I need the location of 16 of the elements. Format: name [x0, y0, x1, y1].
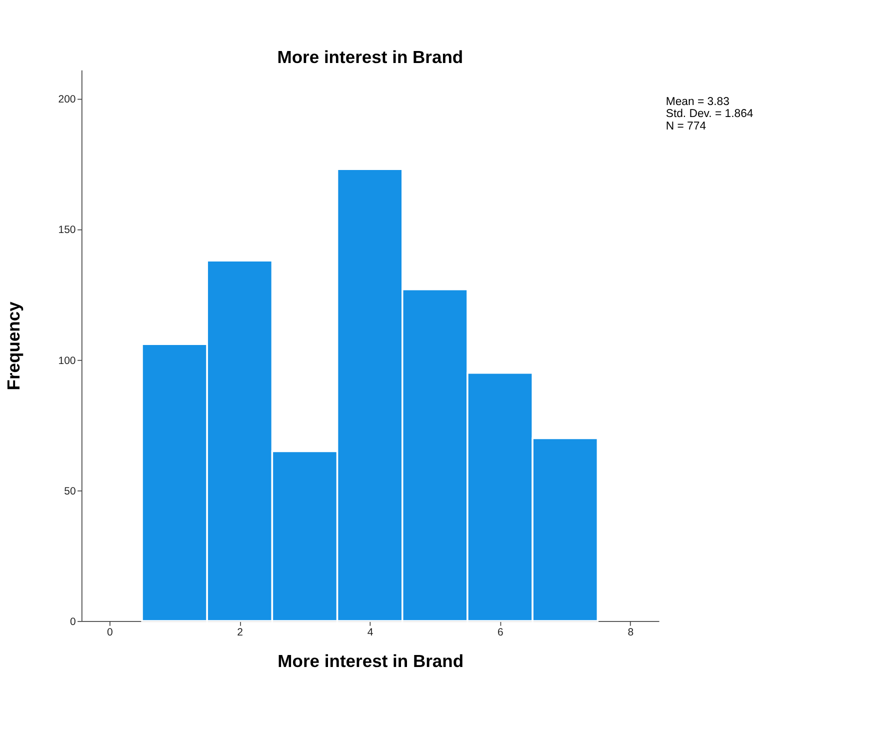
y-tick-label: 0 [70, 616, 76, 628]
text: Std. Dev. = 1.864 [666, 108, 754, 120]
x-tick-label: 2 [237, 626, 244, 638]
text: Mean = 3.83 [666, 96, 730, 108]
y-tick-label: 100 [58, 354, 76, 367]
x-tick-label: 0 [106, 626, 113, 638]
y-tick-label: 50 [64, 485, 76, 498]
x-axis-title: More interest in Brand [278, 651, 464, 672]
x-tick-label: 8 [628, 626, 634, 638]
y-tick-label: 150 [58, 224, 76, 236]
chart-title: More interest in Brand [277, 46, 464, 67]
x-tick-label: 4 [367, 626, 374, 638]
y-tick-label: 200 [58, 94, 76, 106]
text: N = 774 [666, 120, 706, 133]
y-axis-title: Frequency [4, 301, 24, 390]
x-tick-label: 6 [498, 626, 504, 638]
